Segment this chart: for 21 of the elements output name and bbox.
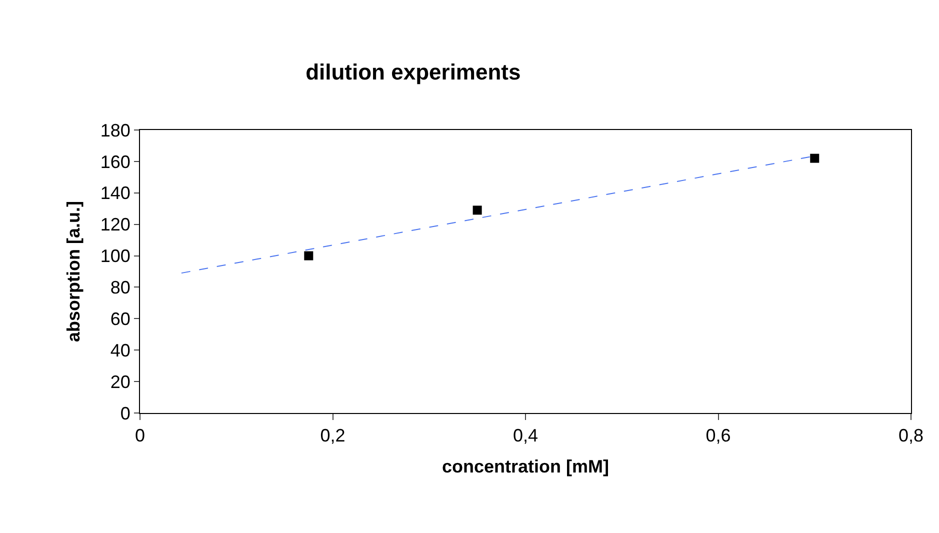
y-tick-label: 180 bbox=[100, 120, 130, 140]
x-axis-title: concentration [mM] bbox=[442, 456, 610, 477]
y-tick-label: 160 bbox=[100, 152, 130, 172]
y-tick-label: 0 bbox=[120, 403, 130, 424]
y-tick-label: 120 bbox=[100, 214, 130, 235]
y-tick-label: 100 bbox=[100, 246, 130, 266]
y-tick-label: 40 bbox=[110, 340, 130, 360]
y-tick-label: 140 bbox=[100, 183, 130, 204]
x-tick-label: 0 bbox=[134, 426, 146, 446]
point bbox=[472, 206, 482, 215]
y-tick-label: 80 bbox=[110, 278, 130, 298]
y-tick-label: 60 bbox=[110, 308, 130, 329]
chart-title: dilution experiments bbox=[306, 59, 521, 84]
x-tick-label: 0,2 bbox=[320, 426, 346, 446]
point bbox=[810, 154, 820, 163]
y-tick-label: 20 bbox=[110, 372, 130, 392]
x-tick-label: 0,6 bbox=[706, 426, 731, 446]
x-tick-label: 0,8 bbox=[898, 426, 924, 446]
x-tick-label: 0,4 bbox=[512, 426, 538, 446]
point bbox=[304, 251, 314, 260]
y-axis-title: absorption [a.u.] bbox=[64, 201, 84, 342]
